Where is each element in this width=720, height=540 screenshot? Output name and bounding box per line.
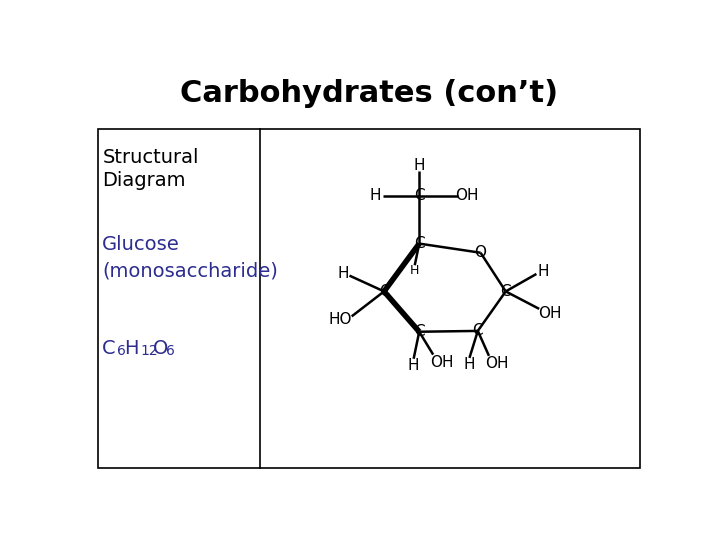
Text: H: H — [408, 357, 419, 373]
Text: 6: 6 — [166, 344, 176, 358]
Text: H: H — [370, 188, 382, 203]
Text: OH: OH — [430, 355, 454, 369]
Text: 12: 12 — [140, 344, 158, 358]
Text: C: C — [414, 324, 425, 339]
Text: 6: 6 — [117, 344, 126, 358]
Text: Glucose
(monosaccharide): Glucose (monosaccharide) — [102, 235, 278, 281]
Text: OH: OH — [455, 188, 478, 203]
Text: C: C — [414, 236, 425, 251]
Text: H: H — [337, 266, 348, 281]
Text: H: H — [125, 339, 139, 358]
Text: OH: OH — [539, 306, 562, 321]
Text: Structural
Diagram: Structural Diagram — [102, 148, 199, 191]
Text: C: C — [472, 323, 483, 339]
Text: Carbohydrates (con’t): Carbohydrates (con’t) — [180, 79, 558, 109]
Text: H: H — [537, 264, 549, 279]
Text: H: H — [464, 357, 475, 372]
Text: H: H — [413, 158, 425, 173]
Text: O: O — [474, 245, 487, 260]
Text: C: C — [102, 339, 116, 358]
Text: C: C — [500, 284, 511, 299]
Text: C: C — [379, 284, 390, 299]
Text: O: O — [153, 339, 168, 358]
Text: C: C — [414, 188, 425, 203]
Text: H: H — [410, 264, 420, 277]
Text: OH: OH — [485, 356, 509, 371]
Text: HO: HO — [329, 312, 352, 327]
